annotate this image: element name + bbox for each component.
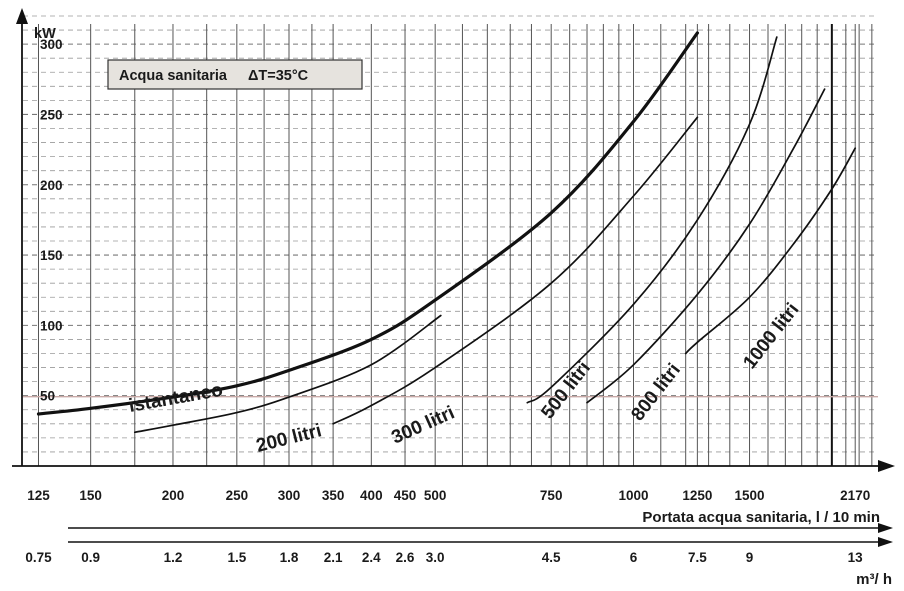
series-line-200-litri [133, 314, 442, 434]
title-box: Acqua sanitaria ΔT=35°C [107, 59, 363, 90]
curve-label-1000-litri: 1000 litri [739, 299, 803, 373]
secondary-x-tick-label: 0.9 [81, 550, 100, 565]
secondary-x-tick-label: 1.2 [164, 550, 183, 565]
secondary-x-tick-label: 13 [848, 550, 864, 565]
primary-axis-arrow [878, 523, 893, 533]
x-tick-label: 250 [226, 488, 249, 503]
secondary-x-tick-label: 7.5 [688, 550, 707, 565]
secondary-x-tick-label: 4.5 [542, 550, 561, 565]
secondary-x-tick-label: 0.75 [25, 550, 52, 565]
series-line-istantaneo [36, 31, 699, 416]
x-tick-label: 1500 [735, 488, 765, 503]
x-tick-label: 500 [424, 488, 447, 503]
secondary-x-tick-label: 6 [630, 550, 638, 565]
x-tick-label: 1000 [618, 488, 648, 503]
x-tick-label: 1250 [682, 488, 712, 503]
primary-x-axis-title: Portata acqua sanitaria, l / 10 min [642, 509, 880, 526]
secondary-axis-arrow [878, 537, 893, 547]
secondary-x-tick-label: 3.0 [426, 550, 445, 565]
curve-label-300-litri: 300 litri [388, 402, 457, 448]
secondary-x-tick-label: 9 [746, 550, 754, 565]
title-box-frame [107, 59, 363, 90]
y-axis-label: kW [34, 26, 56, 42]
x-tick-label: 400 [360, 488, 383, 503]
series-line-300-litri [332, 116, 699, 425]
x-axis-arrow [878, 460, 895, 472]
x-tick-label: 200 [162, 488, 185, 503]
y-tick-label: 300 [40, 37, 63, 52]
secondary-x-tick-label: 1.5 [227, 550, 246, 565]
y-tick-label: 250 [40, 107, 63, 122]
secondary-x-tick-label: 1.8 [280, 550, 299, 565]
title-box-label: Acqua sanitaria [119, 68, 228, 84]
axes [12, 8, 895, 547]
x-tick-label: 450 [394, 488, 417, 503]
tick-labels: 50 100 150 200 250 300 125 150 200 250 300 350 400 45… [25, 37, 870, 565]
x-tick-label: 2170 [840, 488, 870, 503]
x-tick-label: 350 [322, 488, 345, 503]
curve-label-istantaneo: istantaneo [127, 380, 224, 417]
x-tick-label: 750 [540, 488, 563, 503]
y-axis-arrow [16, 8, 28, 24]
curves [36, 31, 857, 434]
curve-label-800-litri: 800 litri [627, 360, 685, 425]
secondary-x-axis-title: m³/ h [856, 571, 892, 588]
secondary-x-tick-label: 2.4 [362, 550, 381, 565]
title-box-delta: ΔT=35°C [248, 68, 309, 84]
x-tick-label: 150 [79, 488, 102, 503]
secondary-x-tick-label: 2.6 [396, 550, 415, 565]
x-tick-label: 300 [278, 488, 301, 503]
x-tick-label: 125 [27, 488, 50, 503]
y-tick-label: 150 [40, 248, 63, 263]
series-line-1000-litri [684, 147, 857, 355]
secondary-x-tick-label: 2.1 [324, 550, 343, 565]
series-line-500-litri [526, 36, 778, 404]
y-tick-label: 200 [40, 178, 63, 193]
series-line-800-litri [586, 88, 826, 404]
y-tick-label: 100 [40, 318, 63, 333]
grid [23, 15, 878, 466]
y-tick-label: 50 [40, 389, 55, 404]
